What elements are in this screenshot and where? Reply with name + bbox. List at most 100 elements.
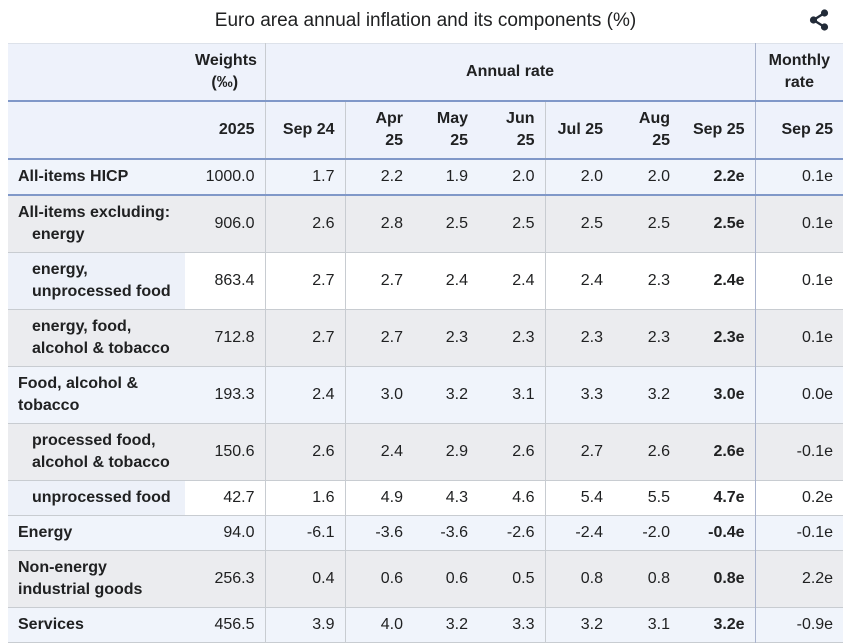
row-label: Services bbox=[8, 607, 185, 643]
annual-rate-cell: 2.3 bbox=[478, 309, 546, 367]
annual-rate-cell: 2.7 bbox=[265, 309, 346, 367]
monthly-rate-cell: -0.1e bbox=[755, 423, 844, 481]
monthly-rate-cell: 0.1e bbox=[755, 309, 844, 367]
annual-rate-cell: 0.5 bbox=[478, 550, 546, 608]
annual-rate-cell: 2.4e bbox=[680, 252, 756, 310]
annual-rate-cell: -3.6 bbox=[345, 515, 413, 551]
table-row: unprocessed food 42.7 1.6 4.9 4.3 4.6 5.4 5.5 4.… bbox=[8, 480, 844, 516]
weight-cell: 712.8 bbox=[185, 309, 266, 367]
weight-cell: 456.5 bbox=[185, 607, 266, 643]
monthly-rate-cell: 0.0e bbox=[755, 366, 844, 424]
annual-rate-cell: -2.6 bbox=[478, 515, 546, 551]
weight-cell: 906.0 bbox=[185, 195, 266, 253]
weight-cell: 150.6 bbox=[185, 423, 266, 481]
annual-rate-cell: 3.3 bbox=[545, 366, 613, 424]
row-label: energy, unprocessed food bbox=[8, 252, 185, 310]
annual-rate-cell: 4.0 bbox=[345, 607, 413, 643]
annual-rate-cell: 5.4 bbox=[545, 480, 613, 516]
annual-rate-cell: 0.8 bbox=[613, 550, 680, 608]
annual-rate-cell: 2.9 bbox=[413, 423, 478, 481]
inflation-table: Weights (‰) Annual rate Monthly rate 202… bbox=[8, 43, 844, 643]
annual-rate-cell: 2.6 bbox=[613, 423, 680, 481]
months-row: 2025 Sep 24 Apr 25 May 25 Jun 25 Jul 25 Aug 2… bbox=[8, 101, 844, 159]
weights-header-unit: (‰) bbox=[211, 74, 239, 91]
month-header-apr-25: Apr 25 bbox=[345, 101, 413, 159]
annual-rate-cell: 0.8e bbox=[680, 550, 756, 608]
monthly-rate-cell: 0.2e bbox=[755, 480, 844, 516]
table-row: Services 456.5 3.9 4.0 3.2 3.3 3.2 3.1 3.2e -0.9e bbox=[8, 607, 844, 643]
monthly-column-header: Sep 25 bbox=[755, 101, 844, 159]
annual-rate-cell: 2.5 bbox=[545, 195, 613, 253]
month-header-aug-25: Aug 25 bbox=[613, 101, 680, 159]
annual-rate-cell: 2.0 bbox=[545, 159, 613, 195]
annual-rate-cell: 3.0e bbox=[680, 366, 756, 424]
row-label: Food, alcohol & tobacco bbox=[8, 366, 185, 424]
row-label: unprocessed food bbox=[8, 480, 185, 516]
annual-rate-cell: 3.0 bbox=[345, 366, 413, 424]
weight-cell: 193.3 bbox=[185, 366, 266, 424]
annual-rate-cell: 0.8 bbox=[545, 550, 613, 608]
monthly-rate-header: Monthly rate bbox=[755, 43, 844, 101]
month-header-jun-25: Jun 25 bbox=[478, 101, 546, 159]
table-row: energy, unprocessed food 863.4 2.7 2.7 2.4 2.4… bbox=[8, 252, 844, 310]
row-label: Non-energy industrial goods bbox=[8, 550, 185, 608]
monthly-rate-cell: 2.2e bbox=[755, 550, 844, 608]
row-label: Energy bbox=[8, 515, 185, 551]
monthly-rate-cell: 0.1e bbox=[755, 252, 844, 310]
annual-rate-cell: 2.3 bbox=[413, 309, 478, 367]
monthly-rate-cell: -0.1e bbox=[755, 515, 844, 551]
table-row: processed food, alcohol & tobacco 150.6 2.6… bbox=[8, 423, 844, 481]
table-body: All-items HICP 1000.0 1.7 2.2 1.9 2.0 2.0 2.0 2.… bbox=[8, 159, 844, 643]
share-button[interactable] bbox=[807, 8, 831, 34]
annual-rate-cell: 2.4 bbox=[265, 366, 346, 424]
annual-rate-cell: 3.3 bbox=[478, 607, 546, 643]
annual-rate-cell: 3.9 bbox=[265, 607, 346, 643]
annual-rate-cell: 4.3 bbox=[413, 480, 478, 516]
table-row: Energy 94.0 -6.1 -3.6 -3.6 -2.6 -2.4 -2.0 -0.4e -… bbox=[8, 515, 844, 551]
annual-rate-cell: 5.5 bbox=[613, 480, 680, 516]
monthly-rate-header-line2: rate bbox=[784, 74, 814, 91]
annual-rate-cell: 2.3 bbox=[613, 309, 680, 367]
annual-rate-cell: 2.4 bbox=[345, 423, 413, 481]
annual-rate-cell: 2.2 bbox=[345, 159, 413, 195]
annual-rate-cell: 2.7 bbox=[265, 252, 346, 310]
monthly-rate-cell: 0.1e bbox=[755, 159, 844, 195]
annual-rate-cell: 2.5e bbox=[680, 195, 756, 253]
weight-cell: 863.4 bbox=[185, 252, 266, 310]
table-row: All-items HICP 1000.0 1.7 2.2 1.9 2.0 2.0 2.0 2.… bbox=[8, 159, 844, 195]
month-header-may-25: May 25 bbox=[413, 101, 478, 159]
annual-rate-cell: 4.6 bbox=[478, 480, 546, 516]
annual-rate-cell: 2.8 bbox=[345, 195, 413, 253]
page-title: Euro area annual inflation and its compo… bbox=[214, 10, 637, 31]
annual-rate-cell: 3.1 bbox=[478, 366, 546, 424]
row-label: energy, food, alcohol & tobacco bbox=[8, 309, 185, 367]
annual-rate-cell: 3.2 bbox=[545, 607, 613, 643]
monthly-rate-header-line1: Monthly bbox=[768, 52, 830, 69]
annual-rate-cell: 2.6 bbox=[265, 423, 346, 481]
table-row: Non-energy industrial goods 256.3 0.4 0.6 0.6… bbox=[8, 550, 844, 608]
annual-rate-cell: 0.4 bbox=[265, 550, 346, 608]
annual-rate-cell: 2.7 bbox=[345, 252, 413, 310]
annual-rate-cell: 2.0 bbox=[613, 159, 680, 195]
header-group-row: Weights (‰) Annual rate Monthly rate bbox=[8, 43, 844, 101]
annual-rate-cell: 2.2e bbox=[680, 159, 756, 195]
share-icon bbox=[809, 9, 829, 31]
annual-rate-cell: -2.0 bbox=[613, 515, 680, 551]
annual-rate-cell: 2.3 bbox=[545, 309, 613, 367]
month-header-sep-25: Sep 25 bbox=[680, 101, 756, 159]
annual-rate-cell: 3.1 bbox=[613, 607, 680, 643]
annual-rate-cell: 3.2e bbox=[680, 607, 756, 643]
annual-rate-cell: 2.0 bbox=[478, 159, 546, 195]
annual-rate-cell: 1.9 bbox=[413, 159, 478, 195]
annual-rate-cell: -0.4e bbox=[680, 515, 756, 551]
row-label: processed food, alcohol & tobacco bbox=[8, 423, 185, 481]
annual-rate-cell: 2.5 bbox=[413, 195, 478, 253]
annual-rate-cell: 2.5 bbox=[613, 195, 680, 253]
annual-rate-cell: 2.4 bbox=[413, 252, 478, 310]
corner-cell-2 bbox=[8, 101, 185, 159]
annual-rate-header: Annual rate bbox=[265, 43, 756, 101]
weights-year-header: 2025 bbox=[185, 101, 266, 159]
annual-rate-cell: 3.2 bbox=[413, 607, 478, 643]
weights-header: Weights (‰) bbox=[185, 43, 266, 101]
row-label: All-items HICP bbox=[8, 159, 185, 195]
